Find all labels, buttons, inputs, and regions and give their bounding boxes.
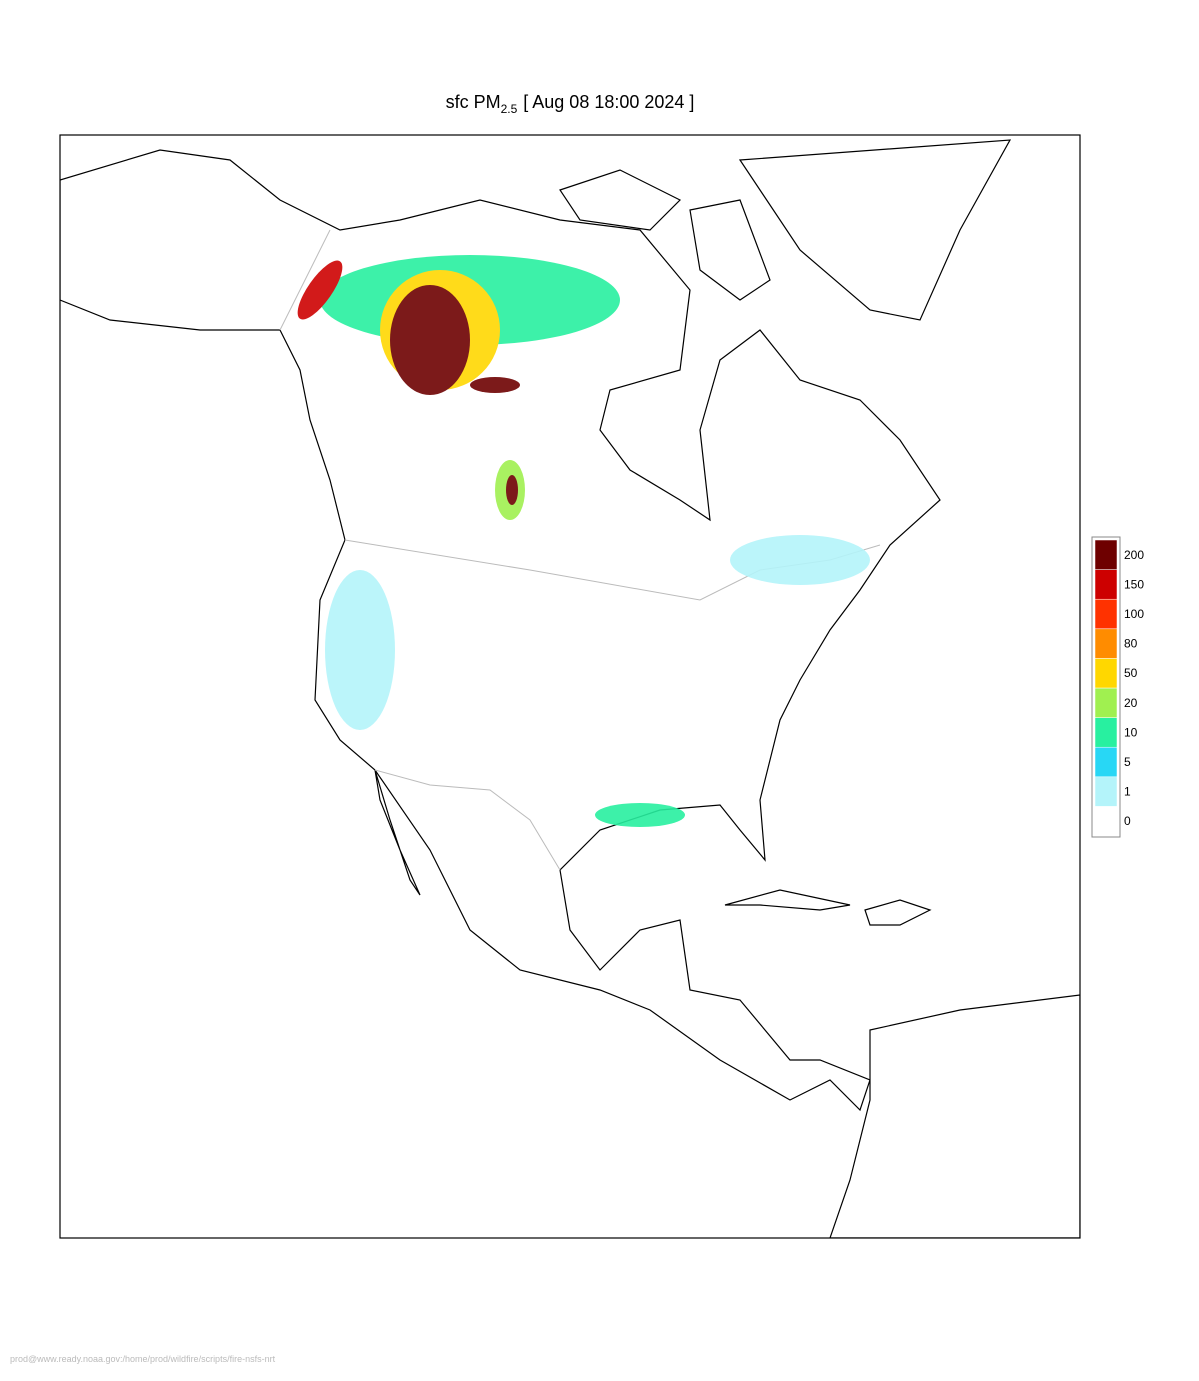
colorbar-label: 100	[1124, 607, 1144, 621]
colorbar-box	[1094, 539, 1118, 570]
south-america	[829, 994, 1080, 1238]
colorbar-box	[1094, 746, 1118, 778]
colorbar-box	[1094, 569, 1118, 600]
colorbar-box	[1094, 628, 1118, 659]
colorbar-label: 5	[1124, 755, 1131, 769]
title: sfc PM2.5 [ Aug 08 18:00 2024 ]	[446, 92, 695, 116]
colorbar-label: 20	[1124, 696, 1138, 710]
colorbar-box	[1094, 598, 1118, 630]
colorbar-label: 0	[1124, 814, 1131, 828]
colorbar-label: 200	[1124, 548, 1144, 562]
us-mexico-border	[374, 769, 561, 871]
smoke	[297, 255, 870, 827]
alaska-border	[279, 229, 331, 331]
baja	[374, 769, 421, 896]
hispaniola	[864, 899, 932, 926]
title-main: sfc PM	[446, 92, 501, 112]
arctic-island	[689, 199, 771, 301]
title-subscript: 2.5	[501, 102, 518, 116]
title-time: [ Aug 08 18:00 2024 ]	[523, 92, 694, 112]
greenland	[738, 139, 1012, 321]
colorbar: 0 1 5 10 20 50 80 100 150 200	[1091, 536, 1144, 838]
colorbar-box	[1094, 776, 1118, 807]
colorbar-label: 150	[1124, 577, 1144, 591]
map	[59, 134, 1081, 1239]
arctic-island	[559, 169, 682, 231]
colorbar-label: 10	[1124, 725, 1138, 739]
colorbar-frame	[1091, 536, 1121, 838]
colorbar-label: 1	[1124, 785, 1131, 799]
north-america	[60, 149, 941, 1112]
colorbar-label: 80	[1124, 637, 1138, 651]
map-frame	[59, 134, 1081, 1239]
footer: prod@www.ready.noaa.gov:/home/prod/wildf…	[10, 1354, 276, 1364]
cuba	[724, 889, 851, 911]
colorbar-box	[1094, 687, 1118, 718]
colorbar-box	[1094, 658, 1118, 689]
colorbar-label: 50	[1124, 666, 1138, 680]
colorbar-box	[1094, 806, 1118, 837]
colorbar-box	[1094, 717, 1118, 748]
